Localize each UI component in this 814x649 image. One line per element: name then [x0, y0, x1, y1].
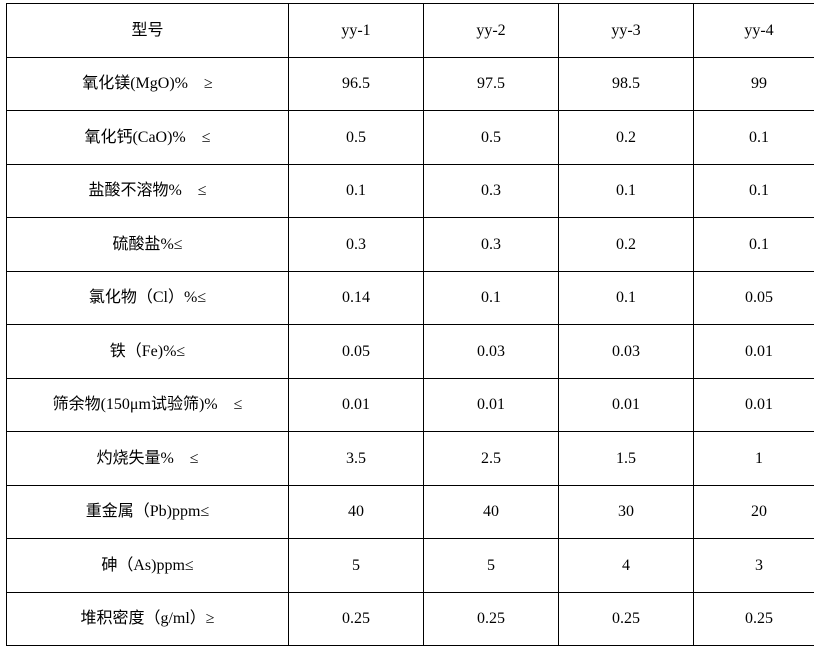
cell-value: 0.5 [288, 110, 424, 165]
row-label-arsenic: 砷（As)ppm≤ [6, 538, 289, 593]
cell-value: 1 [693, 431, 814, 486]
column-header-yy4: yy-4 [693, 3, 814, 58]
cell-value: 0.25 [693, 591, 814, 646]
cell-value: 0.25 [288, 591, 424, 646]
column-header-yy1: yy-1 [288, 3, 424, 58]
table-row: 筛余物(150μm试验筛)% ≤ 0.01 0.01 0.01 0.01 [6, 377, 814, 432]
cell-value: 0.2 [558, 110, 694, 165]
cell-value: 0.5 [423, 110, 559, 165]
cell-value: 40 [288, 484, 424, 539]
cell-value: 0.2 [558, 217, 694, 272]
row-label-bulk-density: 堆积密度（g/ml）≥ [6, 591, 289, 646]
cell-value: 0.1 [693, 110, 814, 165]
table-row: 重金属（Pb)ppm≤ 40 40 30 20 [6, 484, 814, 539]
cell-value: 40 [423, 484, 559, 539]
spec-table-wrapper: 型号 yy-1 yy-2 yy-3 yy-4 氧化镁(MgO)% ≥ 96.5 … [6, 3, 814, 646]
cell-value: 0.25 [423, 591, 559, 646]
cell-value: 0.3 [423, 163, 559, 218]
column-header-yy3: yy-3 [558, 3, 694, 58]
cell-value: 0.3 [423, 217, 559, 272]
cell-value: 0.03 [423, 324, 559, 379]
row-label-magnesium-oxide: 氧化镁(MgO)% ≥ [6, 56, 289, 111]
column-header-yy2: yy-2 [423, 3, 559, 58]
cell-value: 0.1 [693, 163, 814, 218]
row-label-iron: 铁（Fe)%≤ [6, 324, 289, 379]
row-label-calcium-oxide: 氧化钙(CaO)% ≤ [6, 110, 289, 165]
product-specification-table: 型号 yy-1 yy-2 yy-3 yy-4 氧化镁(MgO)% ≥ 96.5 … [6, 3, 814, 646]
cell-value: 3.5 [288, 431, 424, 486]
cell-value: 5 [288, 538, 424, 593]
cell-value: 4 [558, 538, 694, 593]
table-row: 氧化镁(MgO)% ≥ 96.5 97.5 98.5 99 [6, 56, 814, 111]
cell-value: 98.5 [558, 56, 694, 111]
cell-value: 0.1 [558, 270, 694, 325]
cell-value: 0.1 [558, 163, 694, 218]
cell-value: 0.03 [558, 324, 694, 379]
table-row: 氯化物（Cl）%≤ 0.14 0.1 0.1 0.05 [6, 270, 814, 325]
row-label-sieve-residue: 筛余物(150μm试验筛)% ≤ [6, 377, 289, 432]
table-row: 硫酸盐%≤ 0.3 0.3 0.2 0.1 [6, 217, 814, 272]
cell-value: 5 [423, 538, 559, 593]
row-label-hcl-insoluble: 盐酸不溶物% ≤ [6, 163, 289, 218]
table-row: 灼烧失量% ≤ 3.5 2.5 1.5 1 [6, 431, 814, 486]
row-label-loss-on-ignition: 灼烧失量% ≤ [6, 431, 289, 486]
table-body: 型号 yy-1 yy-2 yy-3 yy-4 氧化镁(MgO)% ≥ 96.5 … [6, 3, 814, 646]
cell-value: 2.5 [423, 431, 559, 486]
cell-value: 0.1 [288, 163, 424, 218]
cell-value: 0.3 [288, 217, 424, 272]
table-row: 盐酸不溶物% ≤ 0.1 0.3 0.1 0.1 [6, 163, 814, 218]
row-label-heavy-metals: 重金属（Pb)ppm≤ [6, 484, 289, 539]
cell-value: 30 [558, 484, 694, 539]
cell-value: 0.05 [288, 324, 424, 379]
cell-value: 0.01 [423, 377, 559, 432]
cell-value: 0.01 [693, 324, 814, 379]
row-label-sulfate: 硫酸盐%≤ [6, 217, 289, 272]
table-row: 铁（Fe)%≤ 0.05 0.03 0.03 0.01 [6, 324, 814, 379]
table-row: 砷（As)ppm≤ 5 5 4 3 [6, 538, 814, 593]
table-header-row: 型号 yy-1 yy-2 yy-3 yy-4 [6, 3, 814, 58]
cell-value: 0.14 [288, 270, 424, 325]
cell-value: 20 [693, 484, 814, 539]
cell-value: 3 [693, 538, 814, 593]
row-label-chloride: 氯化物（Cl）%≤ [6, 270, 289, 325]
cell-value: 0.01 [558, 377, 694, 432]
cell-value: 0.05 [693, 270, 814, 325]
cell-value: 0.1 [423, 270, 559, 325]
cell-value: 0.01 [693, 377, 814, 432]
table-row: 氧化钙(CaO)% ≤ 0.5 0.5 0.2 0.1 [6, 110, 814, 165]
table-row: 堆积密度（g/ml）≥ 0.25 0.25 0.25 0.25 [6, 591, 814, 646]
cell-value: 97.5 [423, 56, 559, 111]
cell-value: 0.01 [288, 377, 424, 432]
cell-value: 0.25 [558, 591, 694, 646]
cell-value: 1.5 [558, 431, 694, 486]
cell-value: 0.1 [693, 217, 814, 272]
cell-value: 96.5 [288, 56, 424, 111]
column-header-parameter: 型号 [6, 3, 289, 58]
cell-value: 99 [693, 56, 814, 111]
